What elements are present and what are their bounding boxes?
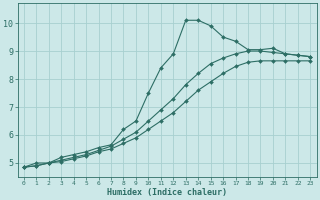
X-axis label: Humidex (Indice chaleur): Humidex (Indice chaleur) [107,188,227,197]
